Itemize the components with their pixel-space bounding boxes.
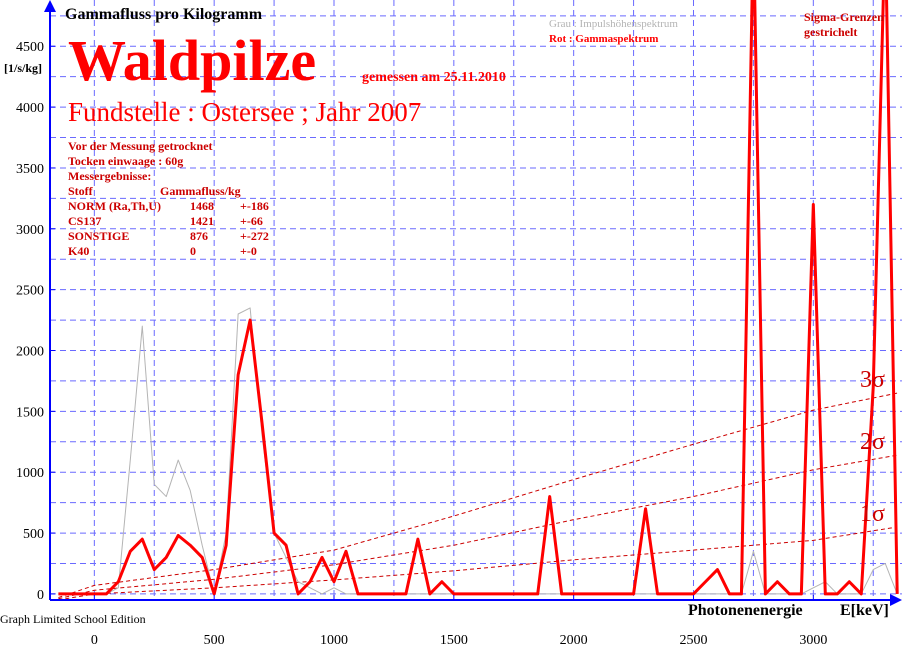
table-cell: +-186 <box>240 199 269 213</box>
x-tick-label: 1000 <box>320 633 348 648</box>
sigma-label: 2σ <box>860 429 885 455</box>
y-tick-label: 4000 <box>16 101 44 116</box>
sigma-note: Sigma-Grenzen <box>804 10 884 24</box>
x-tick-label: 500 <box>204 633 225 648</box>
y-tick-label: 2500 <box>16 284 44 299</box>
table-cell: +-66 <box>240 214 263 228</box>
table-cell: 1468 <box>190 199 214 213</box>
x-tick-label: 1500 <box>440 633 468 648</box>
x-tick-label: 2000 <box>560 633 588 648</box>
x-tick-label: 0 <box>91 633 98 648</box>
table-header: Stoff <box>68 184 94 198</box>
x-axis-label: Photonenenergie <box>688 602 803 619</box>
legend-entry: Grau : Impulshöhenspektrum <box>549 18 678 30</box>
footer: Graph Limited School Edition <box>0 612 146 626</box>
sigma-curve <box>58 392 898 599</box>
x-tick-label: 2500 <box>679 633 707 648</box>
sigma-curve <box>58 526 898 600</box>
sigma-curve <box>58 454 898 600</box>
table-cell: +-0 <box>240 244 257 258</box>
spectrum-line <box>58 0 899 596</box>
y-tick-label: 3000 <box>16 223 44 238</box>
y-tick-label: 1000 <box>16 466 44 481</box>
y-tick-label: 3500 <box>16 162 44 177</box>
note: Tocken einwaage : 60g <box>68 154 183 168</box>
y-tick-label: 1500 <box>16 405 44 420</box>
y-tick-label: 4500 <box>16 40 44 55</box>
sigma-note: gestrichelt <box>804 25 857 39</box>
table-cell: K40 <box>68 244 89 258</box>
table-cell: 0 <box>190 244 196 258</box>
note: Messergebnisse: <box>68 169 151 183</box>
table-cell: +-272 <box>240 229 269 243</box>
y-tick-label: 2000 <box>16 345 44 360</box>
table-cell: 876 <box>190 229 208 243</box>
table-cell: NORM (Ra,Th,U) <box>68 199 161 213</box>
note: Vor der Messung getrocknet <box>68 139 213 153</box>
date-note: gemessen am 25.11.2010 <box>362 70 506 85</box>
legend-entry: Rot : Gammaspektrum <box>549 33 658 45</box>
heading: Waldpilze <box>68 28 316 93</box>
y-axis-label: [1/s/kg] <box>4 61 42 75</box>
sigma-label: 1σ <box>860 501 885 527</box>
x-axis-unit: E[keV] <box>840 602 889 619</box>
table-cell: CS137 <box>68 214 101 228</box>
table-cell: 1421 <box>190 214 214 228</box>
plot-area <box>58 0 899 600</box>
sigma-label: 3σ <box>860 367 885 393</box>
y-tick-label: 500 <box>23 527 44 542</box>
y-axis-arrow <box>44 0 56 12</box>
subheading: Fundstelle : Ostersee ; Jahr 2007 <box>68 97 421 127</box>
chart-title: Gammafluss pro Kilogramm <box>65 6 263 23</box>
x-tick-label: 3000 <box>799 633 827 648</box>
y-tick-label: 0 <box>37 588 44 603</box>
table-header: Gammafluss/kg <box>160 184 241 198</box>
table-cell: SONSTIGE <box>68 229 129 243</box>
x-axis-arrow <box>890 594 902 606</box>
